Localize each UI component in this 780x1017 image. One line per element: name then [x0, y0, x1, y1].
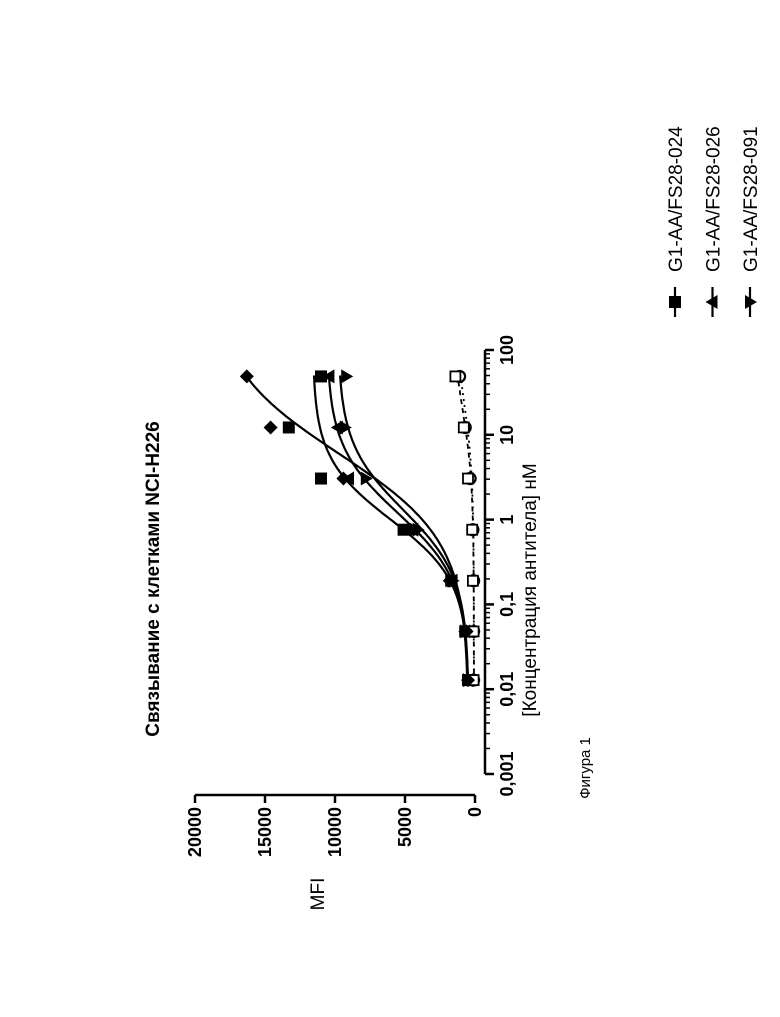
y-tick-label: 10000 [325, 807, 345, 857]
x-tick-label: 0,001 [497, 751, 517, 796]
data-point-s5 [467, 525, 477, 535]
data-point-s5 [468, 576, 478, 586]
data-point-s5 [450, 371, 460, 381]
data-points [240, 369, 479, 687]
data-point-s5 [463, 474, 473, 484]
data-point-s5 [459, 422, 469, 432]
legend-label: G1-AA/FS28-091 [741, 126, 762, 272]
data-point-s1 [283, 421, 295, 433]
x-axis-label: [Концентрация антитела] нМ [520, 463, 541, 716]
legend-item: G1-AA/FS28-024 [666, 126, 687, 317]
fit-curve-1 [314, 376, 468, 683]
legend-marker [669, 296, 681, 308]
x-tick-label: 10 [497, 425, 517, 445]
y-axis-label: MFI [308, 878, 329, 911]
x-tick-label: 100 [497, 335, 517, 365]
legend-label: G1-AA/FS28-024 [666, 126, 687, 272]
y-tick-label: 0 [465, 807, 485, 817]
legend-item: G1-AA/FS28-091 [741, 126, 762, 317]
data-point-s6 [264, 420, 278, 434]
x-tick-label: 1 [497, 515, 517, 525]
x-tick-label: 0,01 [497, 672, 517, 707]
legend-label: G1-AA/FS28-026 [704, 126, 725, 272]
chart-title: Связывание с клетками NCI-H226 [143, 421, 164, 737]
y-tick-label: 5000 [395, 807, 415, 847]
legend-item: G1-AA/FS28-026 [704, 126, 725, 317]
figure-caption: Фигура 1 [577, 737, 594, 799]
data-point-s1 [315, 473, 327, 485]
legend: G1-AA/FS28-024 G1-AA/FS28-026 G1-AA/FS28-0… [666, 126, 780, 317]
tick-labels: 0 5000 10000 15000 20000 0,001 0,01 0,1 1 10 100 [185, 335, 517, 857]
fit-curves [246, 376, 474, 683]
data-point-s6 [240, 369, 254, 383]
data-point-s3 [341, 369, 353, 383]
y-tick-label: 20000 [185, 807, 205, 857]
y-tick-label: 15000 [255, 807, 275, 857]
fit-curve-6 [246, 376, 468, 683]
x-tick-label: 0,1 [497, 592, 517, 617]
